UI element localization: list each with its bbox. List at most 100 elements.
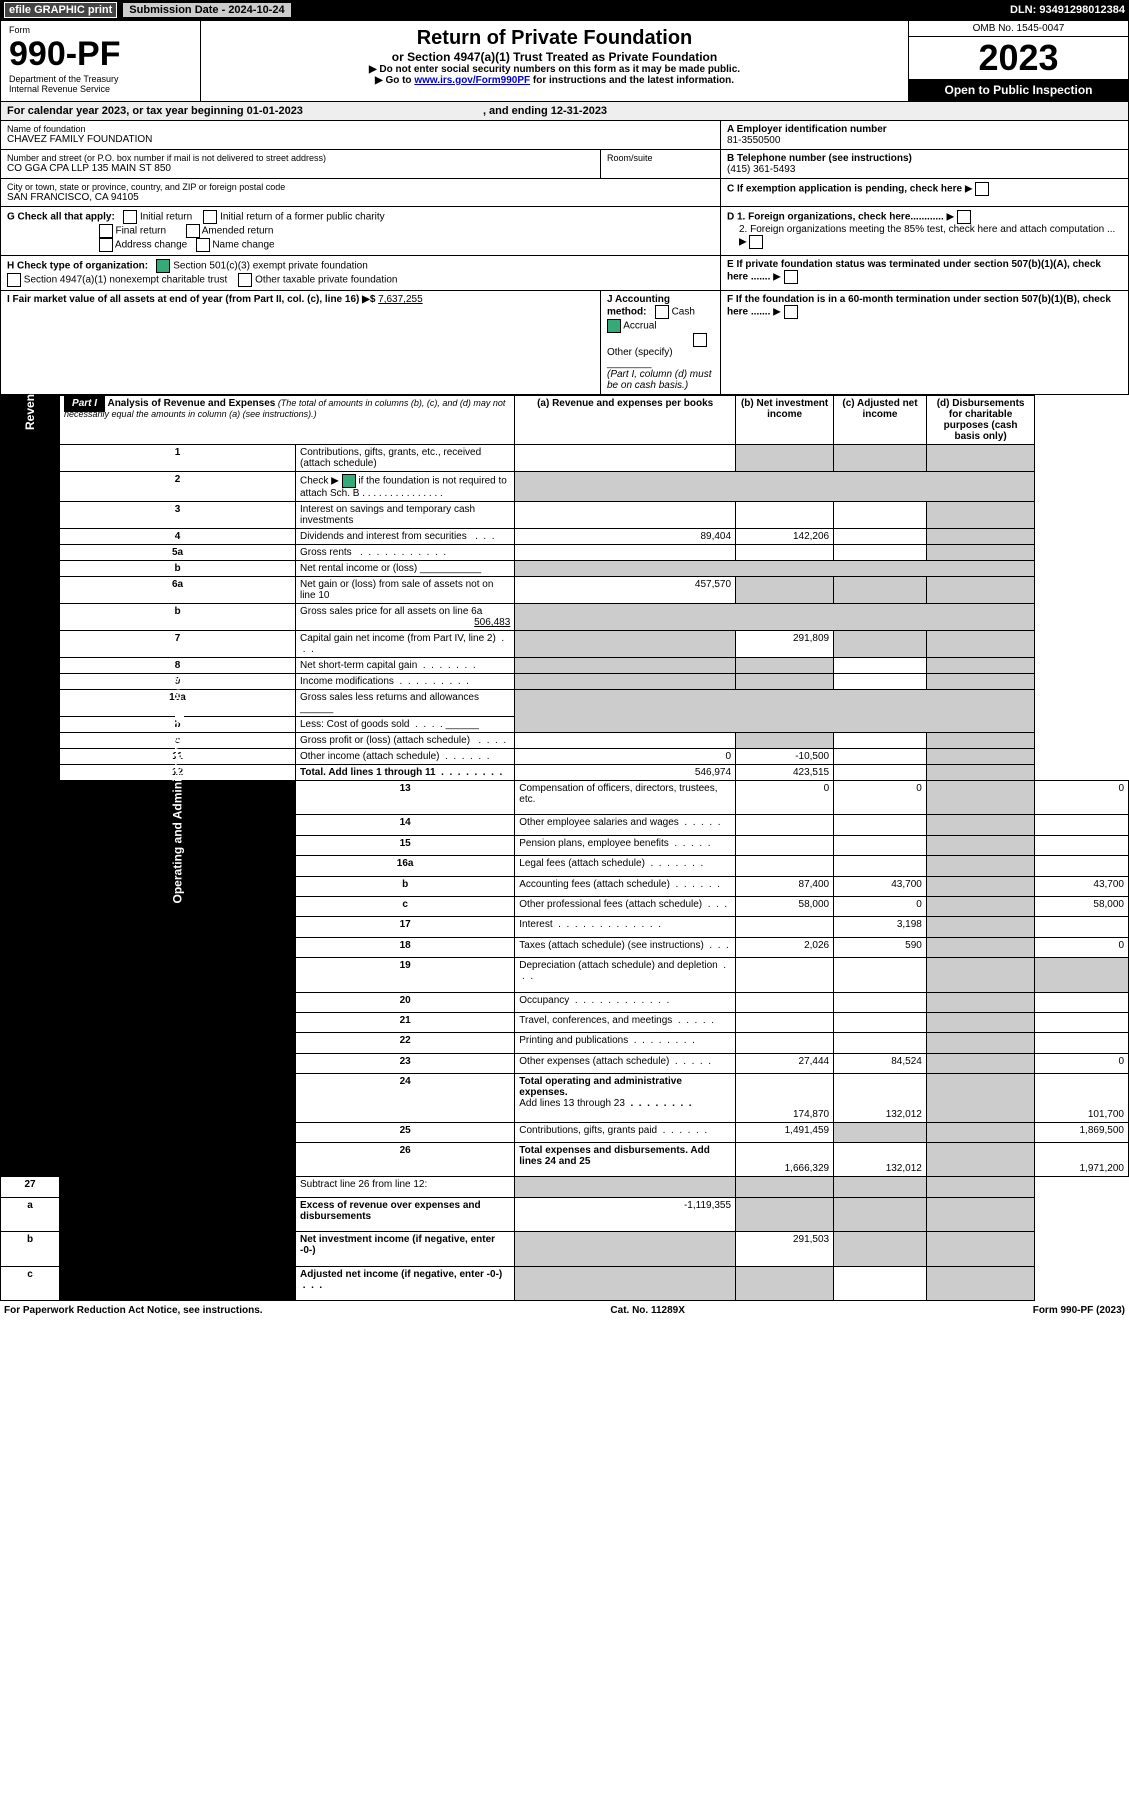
line-25: Contributions, gifts, grants paid — [519, 1125, 657, 1136]
form-link[interactable]: www.irs.gov/Form990PF — [414, 75, 530, 86]
name-label: Name of foundation — [7, 124, 714, 134]
info-table: Name of foundation CHAVEZ FAMILY FOUNDAT… — [0, 120, 1129, 395]
addr-label: Number and street (or P.O. box number if… — [7, 153, 594, 163]
line-23: Other expenses (attach schedule) — [519, 1056, 669, 1067]
ck-initial[interactable] — [123, 210, 137, 224]
line-22: Printing and publications — [519, 1035, 628, 1046]
ck-accrual[interactable] — [607, 319, 621, 333]
form-header: Form 990-PF Department of the Treasury I… — [0, 20, 1129, 102]
h-label: H Check type of organization: — [7, 261, 148, 272]
ck-cash[interactable] — [655, 305, 669, 319]
dept2: Internal Revenue Service — [9, 84, 192, 94]
col-d: (d) Disbursements for charitable purpose… — [926, 396, 1035, 445]
ck-schb[interactable] — [342, 474, 356, 488]
line-10b: Less: Cost of goods sold — [300, 719, 410, 730]
line-11: Other income (attach schedule) — [300, 751, 440, 762]
title: Return of Private Foundation — [241, 27, 868, 50]
omb: OMB No. 1545-0047 — [909, 21, 1128, 37]
ein: 81-3550500 — [727, 135, 1122, 146]
line-16b: Accounting fees (attach schedule) — [519, 879, 670, 890]
line-27a: Excess of revenue over expenses and disb… — [295, 1197, 514, 1231]
line-12: Total. Add lines 1 through 11 — [300, 767, 436, 778]
ck-501c3[interactable] — [156, 259, 170, 273]
line-19: Depreciation (attach schedule) and deple… — [519, 960, 717, 971]
side-expenses: Operating and Administrative Expenses — [171, 677, 185, 904]
ck-d2[interactable] — [749, 235, 763, 249]
open-public: Open to Public Inspection — [909, 79, 1128, 101]
submission-date: Submission Date - 2024-10-24 — [123, 3, 290, 17]
item-d1: D 1. Foreign organizations, check here..… — [727, 212, 944, 223]
item-d2: 2. Foreign organizations meeting the 85%… — [739, 224, 1115, 235]
line-18: Taxes (attach schedule) (see instruction… — [519, 940, 704, 951]
paperwork-notice: For Paperwork Reduction Act Notice, see … — [4, 1305, 263, 1316]
col-a: (a) Revenue and expenses per books — [515, 396, 736, 445]
ck-c[interactable] — [975, 182, 989, 196]
line-1: Contributions, gifts, grants, etc., rece… — [295, 445, 514, 472]
col-b: (b) Net investment income — [736, 396, 834, 445]
line-21: Travel, conferences, and meetings — [519, 1015, 672, 1026]
ck-address[interactable] — [99, 238, 113, 252]
item-c: C If exemption application is pending, c… — [727, 184, 962, 195]
line-16c: Other professional fees (attach schedule… — [519, 899, 702, 910]
ck-f[interactable] — [784, 305, 798, 319]
line-5a: Gross rents — [300, 547, 352, 558]
dept1: Department of the Treasury — [9, 74, 192, 84]
form-ref: Form 990-PF (2023) — [1033, 1305, 1125, 1316]
form-number: 990-PF — [9, 35, 192, 74]
g-label: G Check all that apply: — [7, 212, 115, 223]
line-10a: Gross sales less returns and allowances — [300, 692, 479, 703]
line-7: Capital gain net income (from Part IV, l… — [300, 633, 496, 644]
ck-amended[interactable] — [186, 224, 200, 238]
ck-4947[interactable] — [7, 273, 21, 287]
room-label: Room/suite — [607, 153, 714, 163]
line-9: Income modifications — [300, 676, 394, 687]
ck-d1[interactable] — [957, 210, 971, 224]
ck-e[interactable] — [784, 270, 798, 284]
line-6b: Gross sales price for all assets on line… — [300, 606, 482, 617]
line-10c: Gross profit or (loss) (attach schedule) — [300, 735, 470, 746]
calendar-year: For calendar year 2023, or tax year begi… — [0, 102, 1129, 120]
city: SAN FRANCISCO, CA 94105 — [7, 192, 714, 203]
ck-initial-former[interactable] — [203, 210, 217, 224]
line-13: Compensation of officers, directors, tru… — [515, 781, 736, 815]
line-3: Interest on savings and temporary cash i… — [295, 502, 514, 529]
subtitle: or Section 4947(a)(1) Trust Treated as P… — [241, 50, 868, 64]
ck-final[interactable] — [99, 224, 113, 238]
form-label: Form — [9, 25, 192, 35]
telephone: (415) 361-5493 — [727, 164, 1122, 175]
line-27b: Net investment income (if negative, ente… — [295, 1232, 514, 1266]
ck-other-tax[interactable] — [238, 273, 252, 287]
main-table: Revenue Part I Analysis of Revenue and E… — [0, 395, 1129, 1301]
foundation-name: CHAVEZ FAMILY FOUNDATION — [7, 134, 714, 145]
col-c: (c) Adjusted net income — [834, 396, 927, 445]
line-17: Interest — [519, 919, 552, 930]
line-4: Dividends and interest from securities — [300, 531, 467, 542]
line-5b: Net rental income or (loss) — [300, 563, 417, 574]
tel-label: B Telephone number (see instructions) — [727, 153, 1122, 164]
goto-suffix: for instructions and the latest informat… — [530, 75, 734, 86]
cat-no: Cat. No. 11289X — [610, 1305, 684, 1316]
ck-name[interactable] — [196, 238, 210, 252]
line-15: Pension plans, employee benefits — [519, 838, 669, 849]
line-24: Total operating and administrative expen… — [519, 1076, 682, 1098]
i-label: I Fair market value of all assets at end… — [7, 294, 378, 305]
line-26: Total expenses and disbursements. Add li… — [515, 1142, 736, 1176]
val-6b: 506,483 — [474, 617, 510, 628]
line-16a: Legal fees (attach schedule) — [519, 858, 645, 869]
footer: For Paperwork Reduction Act Notice, see … — [0, 1301, 1129, 1320]
efile-btn[interactable]: efile GRAPHIC print — [4, 2, 117, 18]
line-6a: Net gain or (loss) from sale of assets n… — [295, 577, 514, 604]
part-title: Analysis of Revenue and Expenses — [107, 398, 275, 409]
line-20: Occupancy — [519, 995, 569, 1006]
j-note: (Part I, column (d) must be on cash basi… — [607, 369, 711, 391]
toolbar: efile GRAPHIC print Submission Date - 20… — [0, 0, 1129, 20]
tax-year: 2023 — [909, 37, 1128, 79]
line-8: Net short-term capital gain — [300, 660, 417, 671]
dln: DLN: 93491298012384 — [1010, 4, 1125, 16]
ck-other-acct[interactable] — [693, 333, 707, 347]
side-revenue: Revenue — [23, 380, 37, 430]
goto-prefix: ▶ Go to — [375, 75, 414, 86]
line-27: Subtract line 26 from line 12: — [295, 1177, 514, 1197]
ein-label: A Employer identification number — [727, 124, 1122, 135]
line-27c: Adjusted net income (if negative, enter … — [300, 1269, 502, 1280]
